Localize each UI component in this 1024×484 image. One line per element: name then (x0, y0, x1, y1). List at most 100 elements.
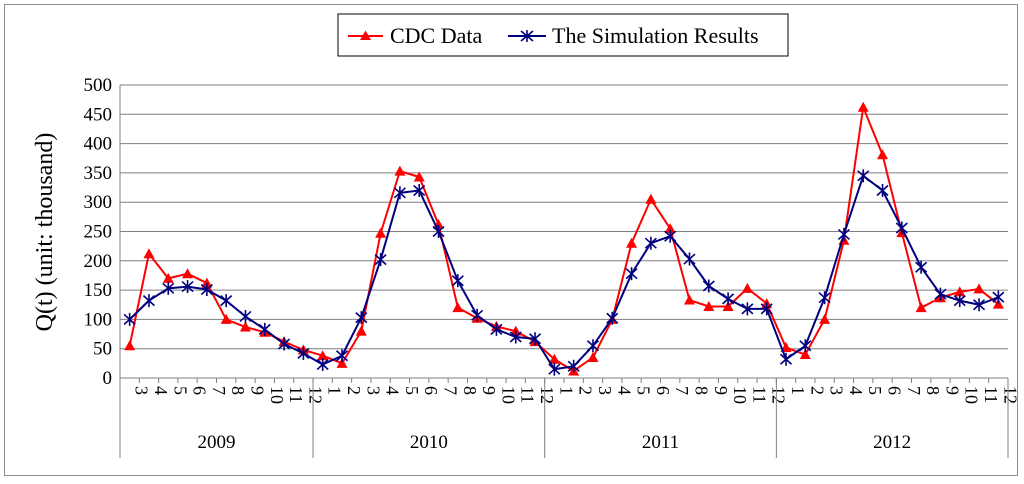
data-point (123, 312, 136, 326)
data-point (857, 101, 869, 112)
data-point (645, 193, 657, 204)
data-point (683, 294, 695, 305)
year-label: 2010 (410, 432, 448, 453)
data-point (393, 186, 406, 200)
data-point (741, 302, 754, 316)
x-tick-label: 6 (190, 386, 210, 395)
y-tick-label: 400 (84, 134, 113, 155)
data-point (626, 237, 638, 248)
data-point (548, 362, 561, 376)
x-tick-label: 4 (614, 386, 634, 395)
data-point (239, 321, 251, 332)
x-tick-label: 8 (923, 386, 943, 395)
x-tick-label: 5 (634, 386, 654, 395)
x-tick-label: 11 (981, 386, 1001, 403)
legend-box (337, 13, 789, 57)
data-point (200, 283, 213, 297)
data-point (529, 332, 542, 346)
data-point (934, 287, 947, 301)
data-point (799, 349, 811, 360)
x-tick-label: 10 (730, 386, 750, 404)
year-label: 2009 (198, 432, 236, 453)
x-tick-label: 11 (286, 386, 306, 403)
x-tick-label: 7 (209, 386, 229, 395)
data-point (973, 283, 985, 294)
data-point (142, 294, 155, 308)
series-1 (123, 169, 1005, 376)
x-tick-label: 1 (325, 386, 345, 395)
x-tick-label: 5 (402, 386, 422, 395)
x-tick-label: 5 (865, 386, 885, 395)
x-tick-label: 9 (247, 386, 267, 395)
legend: CDC Data The Simulation Results (337, 13, 789, 57)
data-point (220, 313, 232, 324)
data-point (664, 223, 676, 234)
x-tick-label: 10 (962, 386, 982, 404)
data-point (336, 357, 348, 368)
data-point (548, 353, 560, 364)
data-point (355, 325, 367, 336)
data-point (953, 294, 966, 308)
data-point (374, 253, 387, 267)
data-point (895, 221, 908, 235)
gridlines (120, 84, 1008, 350)
data-point (664, 229, 677, 243)
y-axis-label: Q(t) (unit: thousand) (32, 133, 58, 332)
year-label: 2012 (873, 432, 911, 453)
data-point (451, 274, 464, 288)
x-tick-label: 12 (305, 386, 325, 404)
data-point (258, 322, 271, 336)
data-point (779, 352, 793, 366)
y-tick-label: 500 (84, 75, 113, 96)
data-point (452, 302, 464, 313)
data-point (625, 267, 638, 281)
data-point (683, 252, 696, 266)
data-point (413, 183, 426, 197)
data-point (182, 268, 194, 279)
data-point (471, 308, 484, 322)
data-point (915, 260, 928, 274)
x-tick-label: 8 (691, 386, 711, 395)
x-tick-label: 3 (363, 386, 383, 395)
x-tick-label: 11 (749, 386, 769, 403)
x-tick-label: 12 (537, 386, 557, 404)
data-point (992, 298, 1004, 309)
x-tick-label: 3 (595, 386, 615, 395)
x-tick-label: 8 (460, 386, 480, 395)
data-point (490, 322, 503, 336)
year-label: 2011 (642, 432, 679, 453)
data-point (586, 339, 599, 353)
legend-triangle-marker-icon (360, 30, 371, 40)
x-tick-label: 6 (885, 386, 905, 395)
x-tick-label: 8 (228, 386, 248, 395)
data-point (317, 350, 329, 361)
data-point (162, 281, 175, 295)
y-tick-label: 100 (84, 309, 113, 330)
x-tick-labels: 3 4 5 6 7 8 9 10 11 12 1 2 3 4 5 6 7 8 9 10 11 12 1 2 3 4 5 6 7 8 9 10 1… (132, 386, 1021, 404)
legend-label-simulation: The Simulation Results (552, 23, 759, 48)
y-tick-label: 450 (84, 104, 113, 125)
x-tick-label: 1 (556, 386, 576, 395)
data-point (124, 340, 136, 351)
x-tick-label: 10 (267, 386, 287, 404)
x-tick-label: 4 (846, 386, 866, 395)
x-tick-label: 9 (942, 386, 962, 395)
data-point (606, 311, 619, 325)
data-point (837, 227, 850, 241)
data-point (394, 165, 406, 176)
data-point (181, 280, 194, 294)
data-point (201, 277, 213, 288)
data-point (432, 225, 445, 238)
y-tick-label: 300 (84, 192, 113, 213)
x-tick-label: 4 (383, 386, 403, 395)
data-point (741, 282, 753, 293)
data-point (760, 302, 773, 316)
y-tick-label: 0 (103, 368, 113, 389)
data-point (509, 330, 522, 344)
x-tick-label: 2 (344, 386, 364, 395)
data-point (722, 292, 735, 306)
x-tick-label: 6 (653, 386, 673, 395)
x-tick-label: 2 (807, 386, 827, 395)
data-point (818, 291, 831, 305)
